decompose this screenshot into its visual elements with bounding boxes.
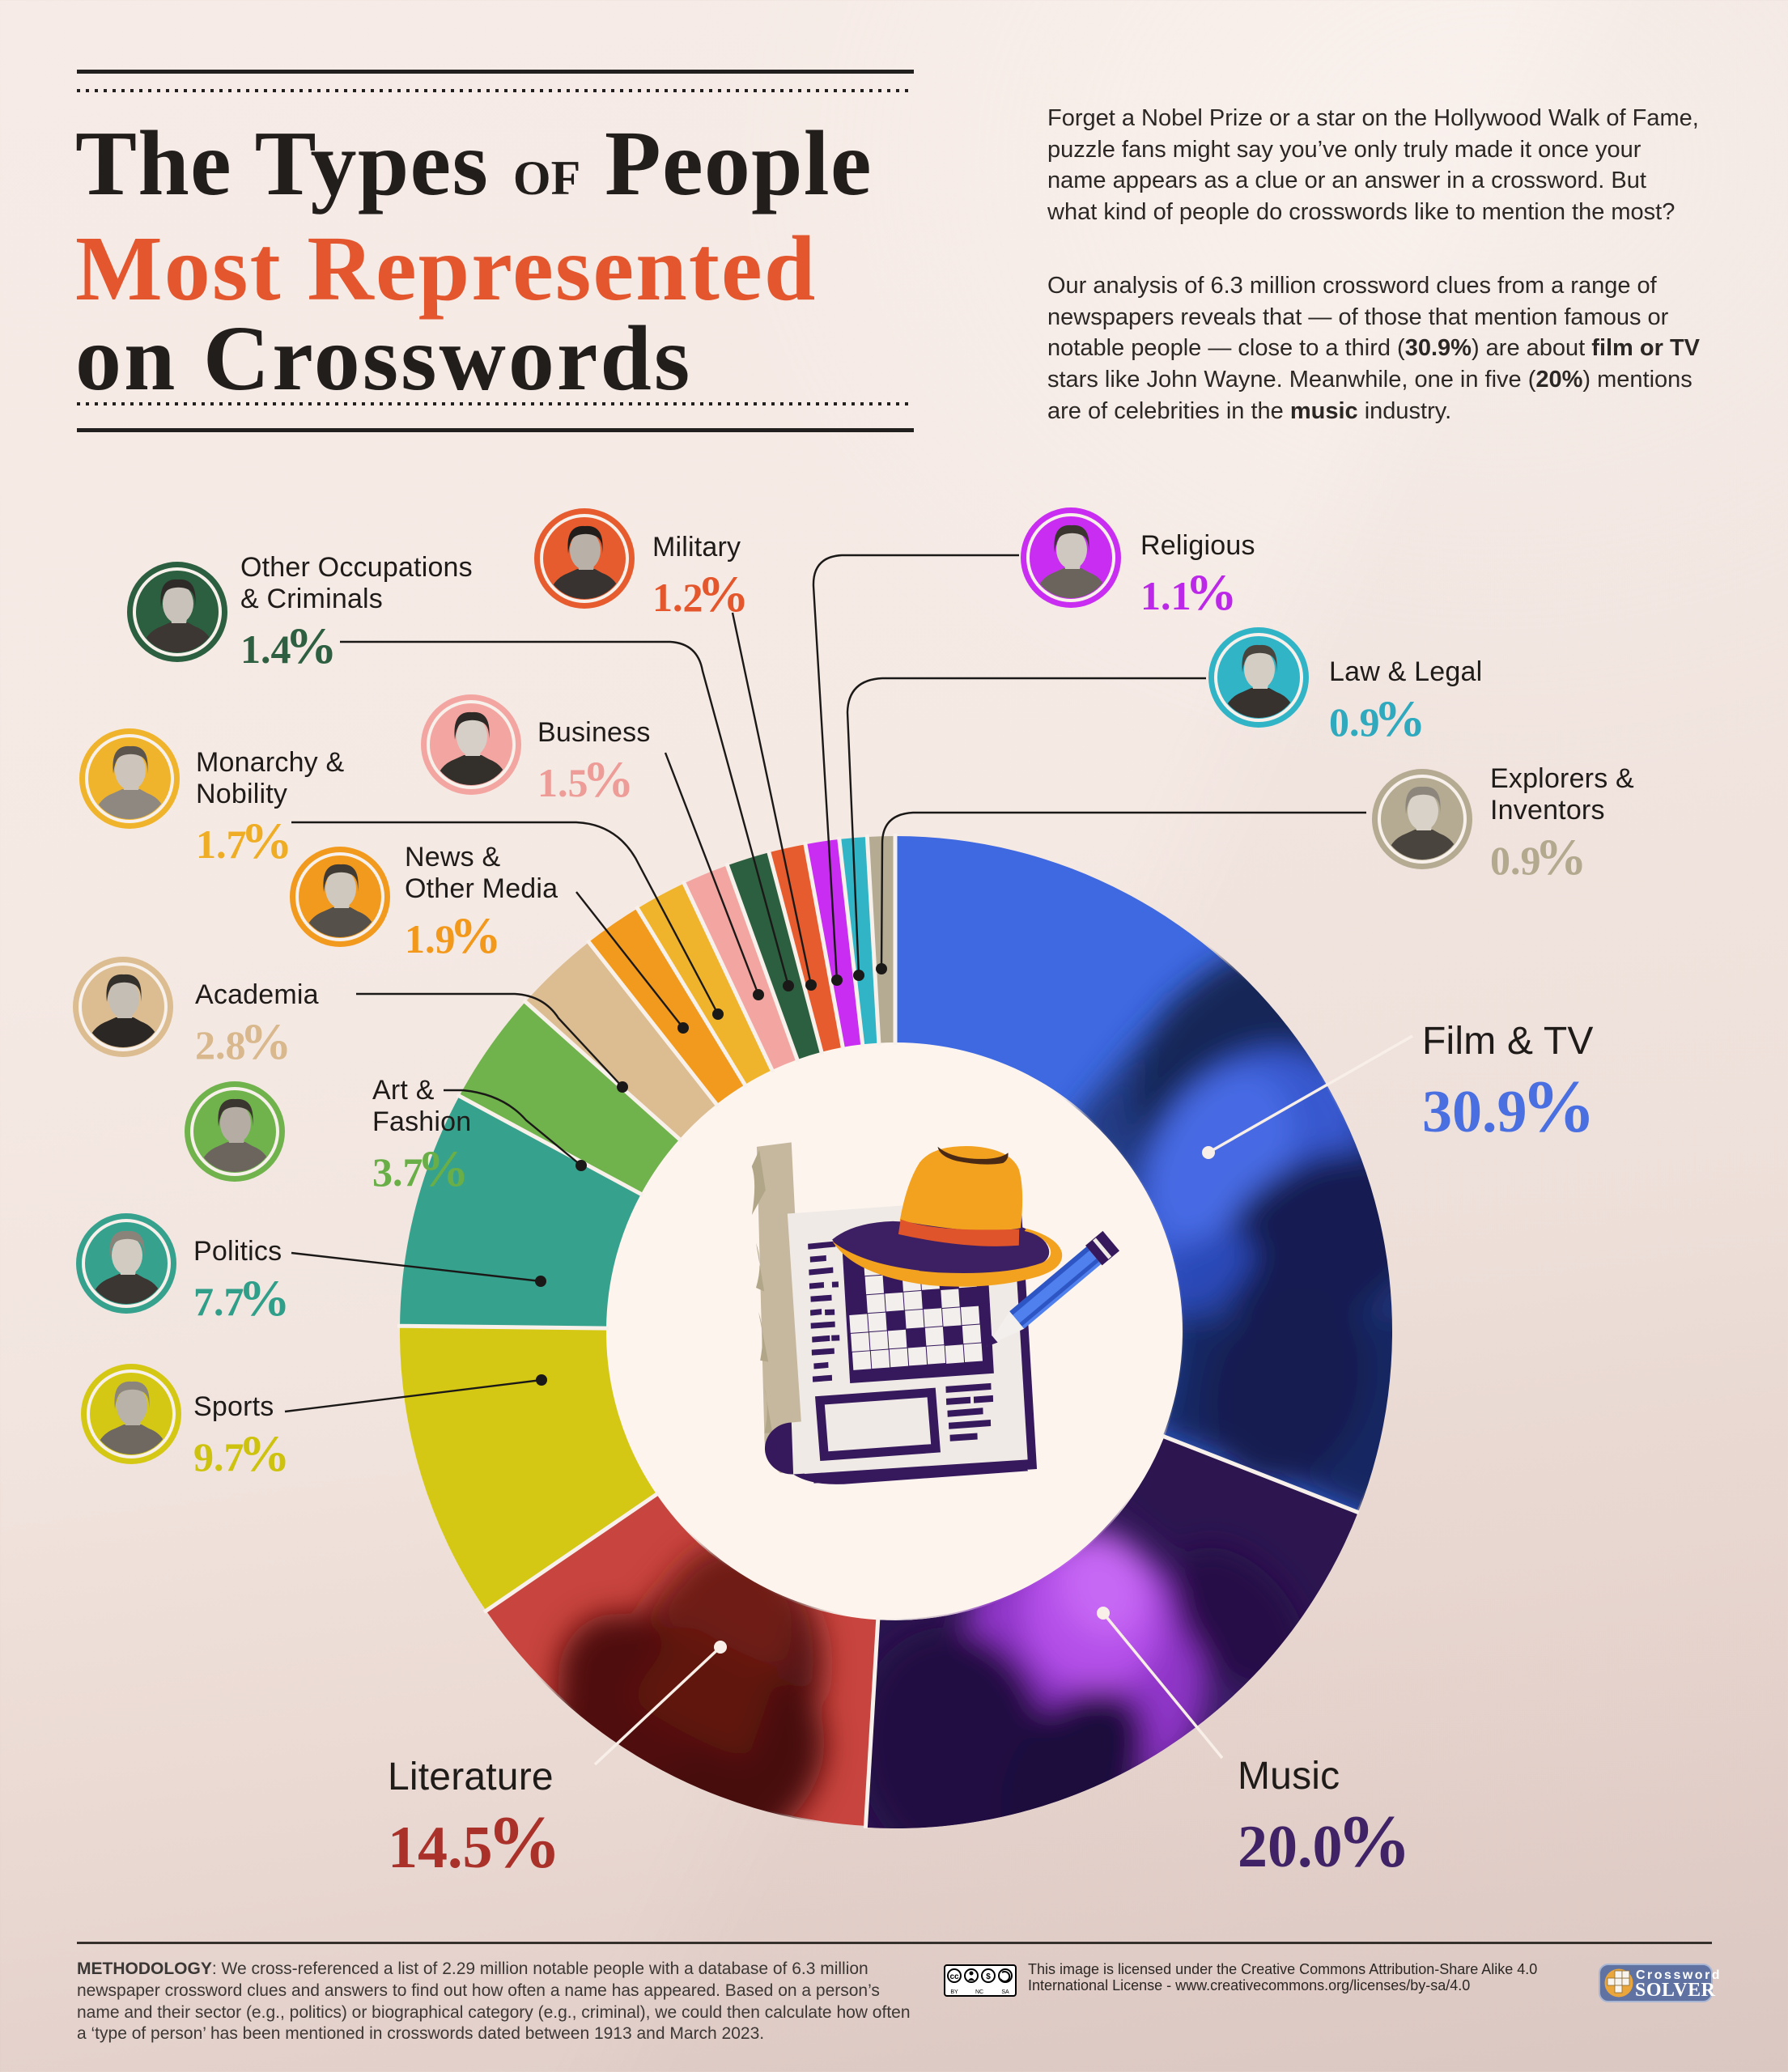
svg-text:BY: BY bbox=[950, 1989, 958, 1995]
svg-text:cc: cc bbox=[949, 1972, 959, 1981]
svg-text:SA: SA bbox=[1001, 1989, 1009, 1995]
svg-text:$: $ bbox=[986, 1972, 991, 1981]
svg-text:NC: NC bbox=[975, 1989, 983, 1995]
